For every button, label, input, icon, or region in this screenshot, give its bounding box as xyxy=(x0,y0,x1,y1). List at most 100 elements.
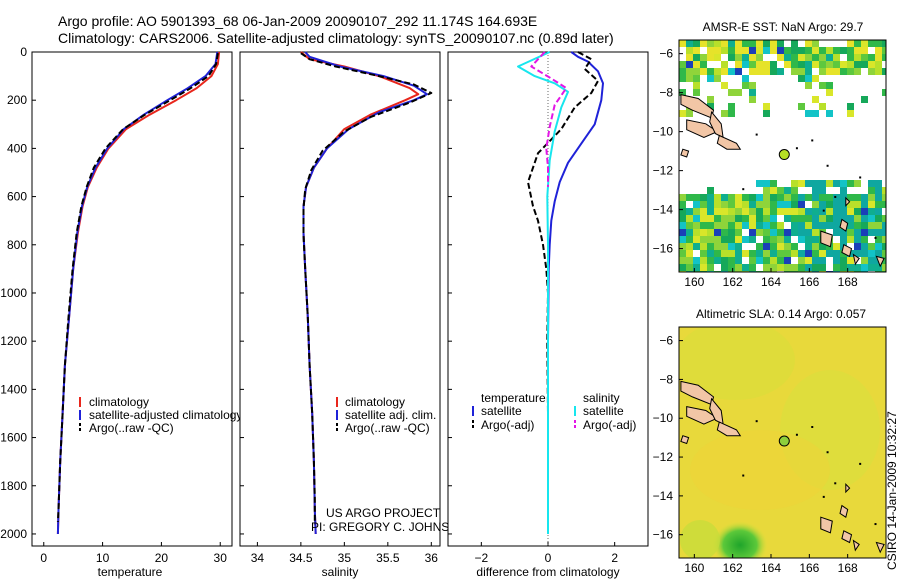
sst-cell xyxy=(707,75,714,82)
sst-cell xyxy=(784,54,791,61)
sst-cell xyxy=(826,82,833,89)
y-tick-label: 2000 xyxy=(0,527,27,541)
map-y-tick-label: −8 xyxy=(659,372,673,386)
sst-cell xyxy=(819,243,826,250)
island xyxy=(875,255,885,268)
sst-cell xyxy=(693,194,700,201)
sst-cell xyxy=(812,222,819,229)
y-tick-label: 400 xyxy=(7,141,27,155)
sst-cell xyxy=(805,61,812,68)
sst-cell xyxy=(749,201,756,208)
sst-cell xyxy=(707,54,714,61)
sst-cell xyxy=(805,40,812,47)
sst-cell xyxy=(714,194,721,201)
sst-cell xyxy=(756,40,763,47)
sst-cell xyxy=(819,264,826,271)
argo-float-marker xyxy=(778,149,790,161)
sst-cell xyxy=(728,264,735,271)
sst-cell xyxy=(700,54,707,61)
sst-cell xyxy=(679,264,686,271)
y-tick-label: 1200 xyxy=(0,334,27,348)
map-y-tick-label: −16 xyxy=(653,528,674,542)
sst-cell xyxy=(707,243,714,250)
sst-cell xyxy=(875,47,882,54)
sst-cell xyxy=(805,82,812,89)
x-tick-label: 35 xyxy=(338,551,352,565)
sst-cell xyxy=(777,236,784,243)
sst-cell xyxy=(679,243,686,250)
sst-cell xyxy=(700,194,707,201)
sst-cell xyxy=(868,243,875,250)
sst-cell xyxy=(707,103,714,110)
sst-cell xyxy=(693,89,700,96)
sst-cell xyxy=(777,47,784,54)
sst-cell xyxy=(770,208,777,215)
island xyxy=(716,134,742,150)
sst-cell xyxy=(875,215,882,222)
sst-cell xyxy=(693,68,700,75)
map-y-tick-label: −14 xyxy=(653,489,674,503)
series-line-2 xyxy=(300,52,433,525)
sst-cell xyxy=(721,215,728,222)
sst-cell xyxy=(882,264,886,271)
sst-cell xyxy=(770,229,777,236)
x-tick-label: 36 xyxy=(425,551,439,565)
sst-cell xyxy=(749,250,756,257)
sst-cell xyxy=(763,68,770,75)
x-tick-label: 34 xyxy=(251,551,265,565)
sst-cell xyxy=(777,201,784,208)
sst-cell xyxy=(812,243,819,250)
sst-cell xyxy=(700,208,707,215)
legend-argo: Argo(..raw -QC) xyxy=(89,421,174,435)
sst-cell xyxy=(763,257,770,264)
sst-cell xyxy=(693,257,700,264)
sst-cell xyxy=(833,257,840,264)
sst-cell xyxy=(840,194,847,201)
sst-cell xyxy=(714,229,721,236)
sst-cell xyxy=(679,257,686,264)
sst-cell xyxy=(679,110,686,117)
series-line-0 xyxy=(547,51,604,534)
island xyxy=(852,539,860,552)
sst-cell xyxy=(875,208,882,215)
sst-cell xyxy=(784,264,791,271)
sst-cell xyxy=(742,61,749,68)
sst-cell xyxy=(875,61,882,68)
sst-cell xyxy=(826,208,833,215)
sst-cell xyxy=(742,215,749,222)
sst-cell xyxy=(812,54,819,61)
sst-cell xyxy=(763,208,770,215)
sst-cell xyxy=(770,250,777,257)
sst-cell xyxy=(847,110,854,117)
sst-cell xyxy=(693,82,700,89)
sst-cell xyxy=(875,236,882,243)
sst-cell xyxy=(847,103,854,110)
sst-cell xyxy=(791,61,798,68)
sst-cell xyxy=(861,61,868,68)
sst-cell xyxy=(840,47,847,54)
sst-cell xyxy=(882,222,886,229)
x-tick-label: 34.5 xyxy=(289,551,313,565)
sst-cell xyxy=(735,89,742,96)
sst-cell xyxy=(749,222,756,229)
sst-cell xyxy=(875,68,882,75)
sst-cell xyxy=(819,194,826,201)
sst-cell xyxy=(714,236,721,243)
sst-cell xyxy=(854,40,861,47)
sst-cell xyxy=(756,250,763,257)
sst-cell xyxy=(791,264,798,271)
sst-cell xyxy=(868,40,875,47)
sst-cell xyxy=(728,47,735,54)
sst-cell xyxy=(749,257,756,264)
sst-cell xyxy=(798,236,805,243)
sst-cell xyxy=(693,75,700,82)
sst-cell xyxy=(707,250,714,257)
islet xyxy=(795,147,798,150)
sst-cell xyxy=(798,222,805,229)
sst-cell xyxy=(819,47,826,54)
sst-cell xyxy=(721,250,728,257)
sst-cell xyxy=(763,61,770,68)
sst-cell xyxy=(728,257,735,264)
sst-cell xyxy=(840,257,847,264)
sst-cell xyxy=(882,236,886,243)
